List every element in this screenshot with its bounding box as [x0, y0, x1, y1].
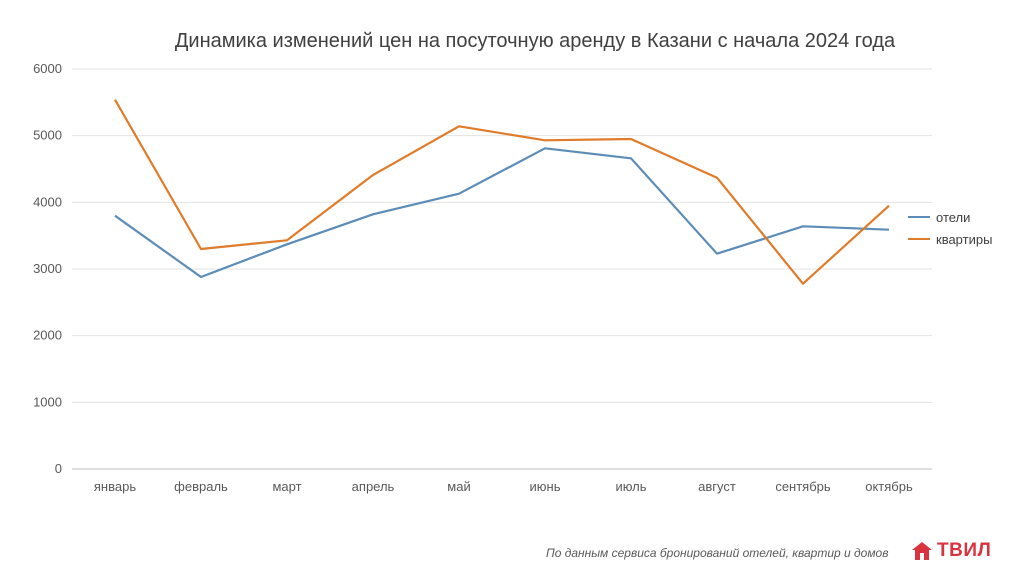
x-tick-label: июнь [530, 479, 561, 494]
tvil-logo: ТВИЛ [910, 540, 991, 562]
y-tick-label: 6000 [33, 61, 62, 76]
source-note: По данным сервиса бронирований отелей, к… [546, 546, 889, 560]
series-line-0 [114, 147, 890, 279]
x-tick-label: январь [94, 479, 136, 494]
legend-swatch-hotels [908, 216, 930, 218]
chart-title: Динамика изменений цен на посуточную аре… [174, 30, 896, 52]
grid-lines [72, 68, 932, 470]
y-axis-ticks: 0 1000 2000 3000 4000 5000 6000 [33, 61, 62, 476]
y-tick-label: 1000 [33, 394, 62, 409]
x-tick-label: август [698, 479, 736, 494]
legend: отели квартиры [908, 206, 992, 250]
y-tick-label: 2000 [33, 328, 62, 343]
logo-text: ТВИЛ [937, 540, 992, 561]
x-tick-label: июль [615, 479, 646, 494]
legend-swatch-apartments [908, 238, 930, 240]
y-tick-label: 3000 [33, 261, 62, 276]
y-tick-label: 0 [55, 461, 62, 476]
x-tick-label: октябрь [865, 479, 913, 494]
legend-label-apartments: квартиры [936, 231, 993, 247]
x-tick-label: май [447, 479, 470, 494]
legend-label-hotels: отели [936, 209, 971, 225]
series-lines [114, 99, 890, 285]
legend-item-apartments: квартиры [908, 228, 992, 250]
x-tick-label: апрель [352, 479, 395, 494]
x-tick-label: сентябрь [775, 479, 831, 494]
x-tick-label: март [272, 479, 301, 494]
x-axis-ticks: январь февраль март апрель май июнь июль август… [94, 479, 913, 494]
legend-item-hotels: отели [908, 206, 992, 228]
y-tick-label: 5000 [33, 128, 62, 143]
series-line-1 [114, 99, 890, 285]
house-logo-icon [912, 542, 932, 560]
y-tick-label: 4000 [33, 194, 62, 209]
x-tick-label: февраль [174, 479, 228, 494]
